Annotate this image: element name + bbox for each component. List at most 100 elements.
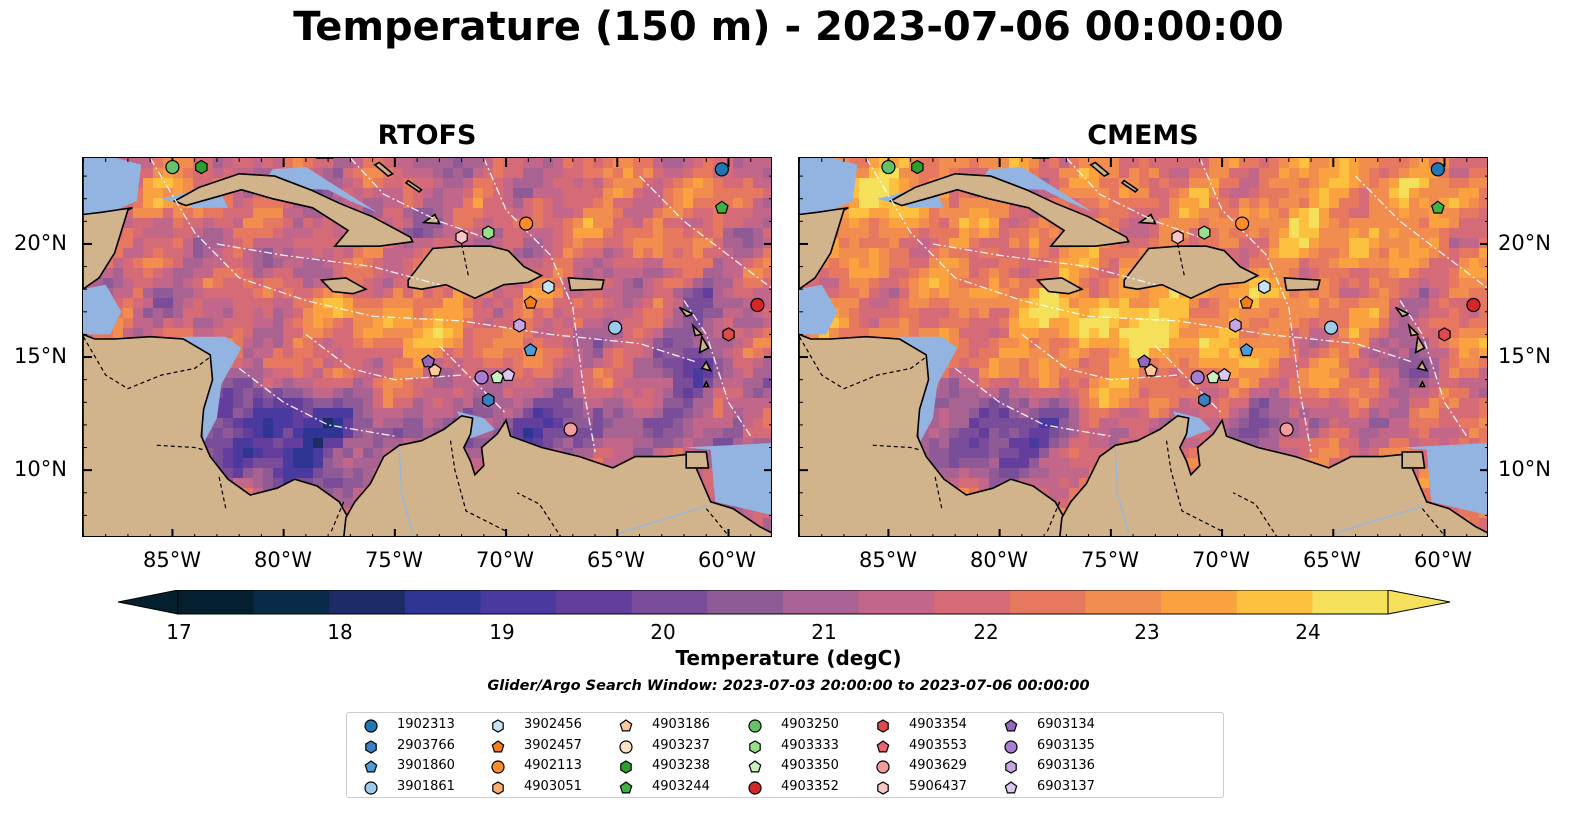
legend-marker: [619, 739, 633, 754]
float-marker-6903134: [421, 354, 436, 368]
colorbar-tick: 22: [973, 620, 999, 644]
float-marker-4903250: [165, 159, 180, 175]
y-tick-15n: 15°N: [1498, 344, 1551, 368]
colorbar-extend-low: [118, 590, 179, 615]
float-marker-5906437: [1171, 230, 1184, 245]
land: [421, 213, 441, 225]
colorbar-tick: 18: [327, 620, 353, 644]
float-marker-4903186: [1143, 363, 1158, 377]
float-marker-4903354: [1438, 327, 1451, 342]
country-border: [1045, 501, 1061, 534]
legend-marker-shape: [619, 739, 633, 754]
legend-label: 3901860: [397, 758, 455, 773]
legend-marker: [619, 719, 633, 732]
land: [343, 415, 771, 536]
eez-boundary: [1199, 158, 1312, 453]
float-marker-6903137: [1217, 367, 1232, 381]
colorbar-tick: 21: [811, 620, 837, 644]
land: [1416, 359, 1429, 372]
colorbar-tick: 19: [489, 620, 515, 644]
land: [1283, 277, 1321, 292]
shallow-shelf: [83, 284, 122, 335]
legend-marker-shape: [877, 719, 889, 733]
shallow-shelf: [83, 158, 142, 222]
legend-marker-shape: [365, 739, 377, 754]
legend-label: 4903333: [781, 737, 839, 753]
country-border: [1165, 440, 1223, 532]
shallow-shelf: [261, 167, 378, 213]
legend-marker-shape: [876, 739, 890, 752]
colorbar-tick: 17: [166, 620, 192, 644]
legend-label: 2903766: [397, 737, 455, 753]
country-border: [799, 336, 927, 390]
float-marker-4903238: [195, 159, 208, 175]
legend-marker: [364, 760, 378, 773]
legend-marker: [364, 780, 378, 795]
float-marker-6903136: [513, 318, 526, 333]
float-marker-3902457: [523, 295, 538, 309]
legend-marker: [877, 780, 889, 795]
eez-boundary: [483, 158, 596, 453]
float-marker-2903766: [1198, 392, 1211, 408]
legend-marker-shape: [1004, 780, 1018, 793]
land: [1120, 179, 1139, 193]
float-marker-4903244: [714, 200, 729, 214]
legend-label: 4903352: [781, 778, 839, 794]
legend-label: 6903136: [1037, 758, 1095, 773]
float-marker-4902113: [518, 216, 534, 231]
float-marker-6903135: [474, 370, 489, 385]
legend-marker: [1004, 739, 1018, 754]
legend-label: 4903250: [781, 717, 839, 732]
legend-marker: [1005, 760, 1017, 774]
colorbar-segment: [1085, 590, 1162, 614]
land: [1407, 322, 1420, 337]
colorbar-segment: [1236, 590, 1313, 614]
float-marker-4903629: [1279, 422, 1294, 437]
colorbar-label: Temperature (degC): [675, 646, 902, 670]
eez-boundary: [305, 333, 462, 381]
colorbar-segment: [1009, 590, 1086, 614]
panel-title-cmems: CMEMS: [1087, 120, 1199, 151]
colorbar-segment: [783, 590, 860, 614]
float-marker-4903244: [1430, 200, 1445, 214]
legend-marker: [748, 719, 762, 733]
land: [685, 451, 710, 469]
legend-marker: [1004, 780, 1018, 793]
x-tick-65w: 65°W: [1303, 548, 1361, 572]
legend-marker: [619, 780, 633, 793]
land: [1035, 277, 1084, 295]
float-marker-3902456: [542, 279, 555, 295]
colorbar-tick: 24: [1295, 620, 1321, 644]
country-border: [218, 476, 227, 509]
x-tick-60w: 60°W: [1414, 548, 1472, 572]
legend-label: 3902456: [524, 717, 582, 732]
float-marker-3901861: [1323, 320, 1339, 335]
legend-label: 4903051: [524, 778, 582, 794]
x-tick-60w: 60°W: [698, 548, 756, 572]
legend-marker: [492, 780, 504, 795]
legend-marker: [364, 719, 378, 733]
shallow-shelf: [977, 167, 1094, 213]
x-tick-85w: 85°W: [859, 548, 917, 572]
float-marker-4903352: [1466, 297, 1481, 313]
country-border: [705, 508, 729, 536]
land: [172, 172, 414, 247]
float-marker-4903250: [881, 159, 896, 175]
eez-boundary: [1065, 158, 1201, 238]
land: [319, 277, 368, 295]
land: [567, 277, 605, 292]
legend-marker: [876, 739, 890, 752]
land: [702, 380, 710, 388]
country-border: [934, 476, 943, 509]
colorbar-segment: [1161, 590, 1238, 614]
shallow-shelf: [799, 158, 858, 222]
legend-marker: [877, 719, 889, 733]
legend-marker: [1004, 719, 1018, 732]
colorbar-tick: 20: [650, 620, 676, 644]
colorbar: [118, 590, 1451, 615]
shallow-shelf: [1440, 481, 1487, 515]
legend-marker-shape: [492, 780, 504, 795]
land: [700, 359, 713, 372]
country-border: [872, 444, 920, 451]
legend-marker-shape: [620, 760, 632, 774]
